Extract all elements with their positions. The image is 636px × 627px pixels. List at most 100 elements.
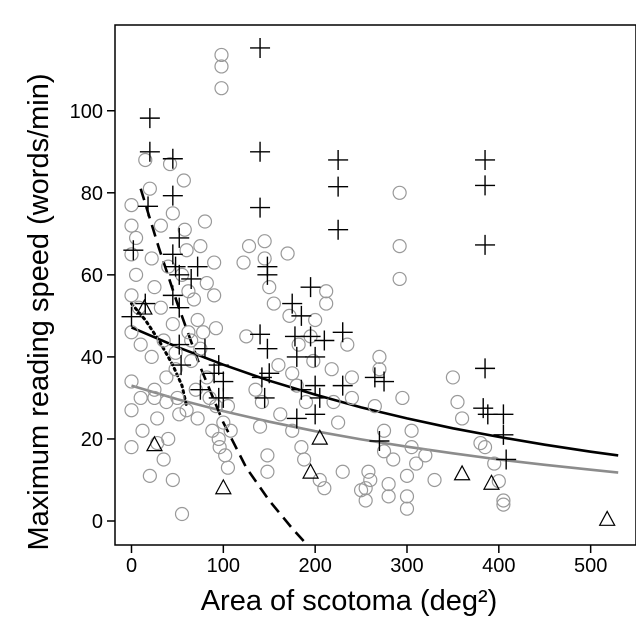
fit-curve-dotted	[130, 302, 189, 408]
circle-point	[367, 399, 382, 414]
cross-point	[171, 355, 192, 376]
circle-point	[248, 382, 263, 397]
circle-point	[340, 337, 355, 352]
cross-point	[250, 37, 271, 58]
circle-point	[184, 353, 199, 369]
circle-point	[241, 239, 257, 254]
circle-point	[208, 321, 224, 336]
circle-point	[395, 390, 410, 406]
triangle-point	[302, 463, 320, 479]
fit-curves	[130, 188, 619, 543]
circle-point	[358, 481, 373, 496]
circle-point	[381, 489, 396, 504]
y-tick-label: 20	[81, 429, 103, 451]
circle-point	[496, 493, 511, 508]
circle-point	[445, 370, 461, 385]
triangle-point	[145, 435, 163, 452]
circle-point	[363, 472, 378, 488]
cross-point	[208, 387, 229, 408]
circle-point	[317, 481, 332, 496]
circle-point	[177, 222, 192, 237]
cross-point	[369, 431, 390, 452]
circle-point	[477, 440, 493, 455]
cross-point	[282, 293, 303, 314]
circle-point	[165, 206, 180, 221]
cross-point	[305, 375, 326, 396]
circle-point	[133, 337, 148, 352]
circle-point	[165, 472, 180, 488]
triangle-point	[598, 510, 616, 526]
circle-point	[190, 411, 205, 426]
cross-point	[169, 297, 190, 318]
cross-point	[162, 244, 183, 265]
circle-point	[124, 247, 139, 262]
circle-point	[207, 255, 222, 270]
circle-point	[239, 329, 254, 344]
y-tick-label: 60	[81, 265, 103, 287]
cross-point	[332, 375, 353, 396]
cross-point	[300, 326, 321, 347]
circle-point	[156, 333, 171, 348]
triangle-point	[482, 474, 500, 490]
circle-point	[344, 390, 359, 406]
circle-point	[184, 333, 199, 348]
circle-point	[181, 325, 196, 340]
circle-point	[427, 472, 442, 488]
circle-point	[147, 382, 162, 397]
fit-curve-solid	[130, 326, 619, 457]
circle-point	[199, 275, 214, 291]
circle-point	[196, 325, 211, 340]
circle-point	[291, 337, 306, 352]
cross-point	[162, 285, 183, 306]
triangle-point	[135, 298, 153, 315]
cross-point	[257, 264, 278, 285]
cross-point	[305, 404, 326, 425]
circle-point	[335, 464, 350, 479]
circle-point	[199, 370, 214, 385]
x-tick-label: 200	[298, 555, 331, 577]
circle-point	[487, 456, 502, 471]
circle-point	[147, 390, 162, 406]
cross-point	[475, 149, 496, 170]
y-tick-label: 0	[92, 511, 103, 533]
circle-point	[147, 280, 162, 295]
circle-point	[162, 156, 178, 172]
circle-point	[376, 444, 392, 459]
circle-point	[252, 419, 268, 434]
cross-point	[300, 277, 321, 298]
circle-point	[153, 218, 168, 233]
cross-point	[169, 334, 190, 355]
circle-point	[128, 230, 144, 246]
circle-point	[193, 239, 208, 254]
circle-point	[372, 362, 387, 377]
cross-point	[332, 322, 353, 343]
circle-point	[262, 280, 277, 295]
cross-point	[139, 141, 160, 162]
circle-point	[285, 423, 300, 438]
cross-point	[169, 264, 190, 285]
x-tick-label: 300	[390, 555, 423, 577]
circle-point	[168, 345, 183, 360]
cross-point	[364, 367, 385, 388]
circle-point	[418, 448, 433, 463]
cross-point	[250, 197, 271, 218]
circle-point	[358, 493, 373, 508]
circle-point	[280, 246, 295, 261]
circle-point	[271, 358, 286, 373]
circle-point	[170, 390, 185, 406]
fit-curve-dashed	[139, 188, 306, 543]
circle-point	[216, 415, 231, 430]
cross-point	[121, 306, 142, 327]
circle-point	[496, 497, 511, 512]
cross-point	[194, 338, 215, 359]
circle-point	[297, 452, 312, 467]
cross-point	[314, 330, 335, 351]
y-axis: 0 20 40 60 80 100	[70, 101, 115, 533]
x-axis: 0 100 200 300 400 500	[126, 545, 607, 577]
circle-point	[266, 296, 281, 311]
circle-point	[376, 423, 392, 438]
circle-point	[372, 349, 387, 364]
x-tick-label: 400	[482, 555, 515, 577]
circle-point	[138, 152, 153, 168]
circle-point	[179, 403, 194, 418]
